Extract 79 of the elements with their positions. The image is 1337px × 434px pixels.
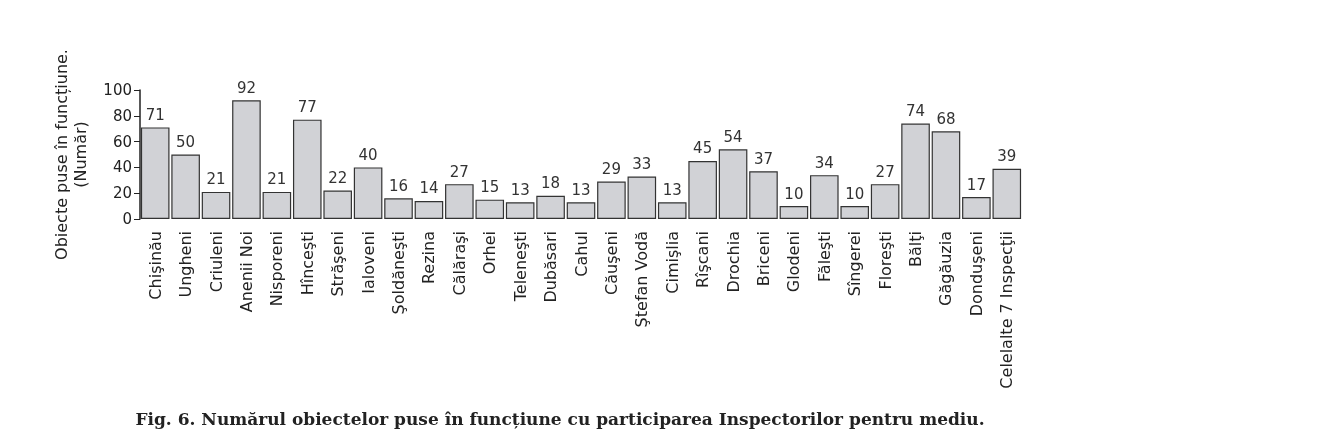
y-tick-label: 20: [112, 184, 132, 203]
data-label: 45: [693, 139, 713, 158]
data-label: 10: [845, 184, 865, 203]
data-label: 13: [571, 180, 591, 199]
x-tick-label: Drochia: [723, 231, 743, 293]
data-label: 21: [267, 170, 287, 189]
bar: [384, 198, 413, 219]
x-tick-label: Glodeni: [784, 231, 804, 293]
y-tick-label: 40: [112, 158, 132, 177]
data-label: 22: [328, 169, 348, 188]
x-tick-label: Floreşti: [875, 231, 895, 290]
x-tick-label: Străşeni: [328, 231, 348, 297]
x-tick-label: Donduşeni: [966, 231, 986, 317]
bar: [931, 131, 961, 219]
y-tick-label: 0: [122, 210, 132, 228]
data-label: 39: [997, 147, 1017, 166]
data-label: 50: [176, 133, 196, 151]
y-axis-title: Obiecte puse în funcțiune. (Număr): [52, 49, 90, 260]
data-label: 40: [358, 145, 378, 164]
data-label: 18: [541, 174, 561, 193]
data-label: 27: [875, 162, 895, 181]
x-tick-label: Făleşti: [814, 231, 834, 282]
data-label: 16: [388, 176, 409, 195]
x-tick-label: Cahul: [571, 231, 591, 277]
bar: [901, 123, 930, 219]
y-tick-label: 60: [112, 132, 132, 151]
x-tick-label: Rîşcani: [693, 231, 713, 289]
x-tick-label: Orhei: [480, 231, 500, 275]
x-tick-label: Căuşeni: [601, 231, 621, 295]
x-tick-label: Briceni: [753, 231, 773, 287]
x-tick-label: Ştefan Vodă: [632, 231, 652, 328]
bar: [353, 167, 383, 219]
x-tick-label: Ialoveni: [358, 231, 378, 294]
x-tick-label: Bălţi: [906, 231, 926, 267]
bar: [566, 202, 596, 219]
bar: [201, 191, 231, 219]
x-tick-label: Găgăuzia: [936, 231, 956, 306]
bar: [232, 100, 261, 219]
data-label: 15: [480, 178, 500, 197]
x-tick-label: Rezina: [419, 231, 439, 285]
data-label: 33: [632, 154, 652, 173]
x-tick-label: Şoldăneşti: [389, 231, 409, 315]
y-tick-label: 80: [112, 106, 132, 125]
data-label: 34: [814, 153, 834, 172]
data-label: 92: [236, 78, 256, 97]
bar: [870, 184, 900, 219]
x-tick-label: Ungheni: [176, 231, 196, 298]
data-label: 74: [906, 102, 926, 121]
text: Fig. 6. Numărul obiectelor puse în funcțiune cu participarea Inspectorilor pentru mediu.: [135, 408, 985, 429]
x-tick-label: Cimişlia: [662, 231, 682, 294]
data-label: 13: [662, 180, 682, 199]
data-label: 10: [784, 184, 804, 203]
data-label: 27: [449, 162, 469, 181]
bar: [749, 171, 778, 219]
data-label: 37: [753, 149, 774, 168]
x-tick-label: Călăraşi: [449, 231, 469, 296]
x-tick-label: Criuleni: [206, 231, 226, 293]
data-label: 71: [145, 105, 165, 124]
y-tick-label: 100: [103, 81, 132, 99]
data-label: 14: [419, 179, 439, 198]
bar: [779, 206, 809, 219]
x-tick-label: Chişinău: [145, 231, 165, 300]
data-label: 77: [297, 98, 317, 117]
data-label: 68: [936, 109, 956, 128]
data-label: 21: [206, 170, 226, 189]
bar: [262, 191, 292, 219]
x-tick-label: Dubăsari: [541, 231, 561, 303]
x-tick-label: Anenii Noi: [236, 231, 256, 313]
data-label: 29: [601, 160, 621, 179]
bar: [718, 149, 748, 219]
x-tick-label: Sîngerei: [845, 231, 865, 297]
x-tick-label: Teleneşti: [510, 231, 530, 303]
data-label: 17: [966, 175, 986, 194]
x-tick-label: Hînceşti: [297, 231, 317, 296]
bar: [414, 200, 444, 219]
x-tick-label: Celelalte 7 Inspecţii: [997, 231, 1017, 389]
x-tick-label: Nisporeni: [267, 231, 287, 307]
data-label: 54: [723, 127, 743, 146]
data-label: 13: [510, 180, 530, 199]
